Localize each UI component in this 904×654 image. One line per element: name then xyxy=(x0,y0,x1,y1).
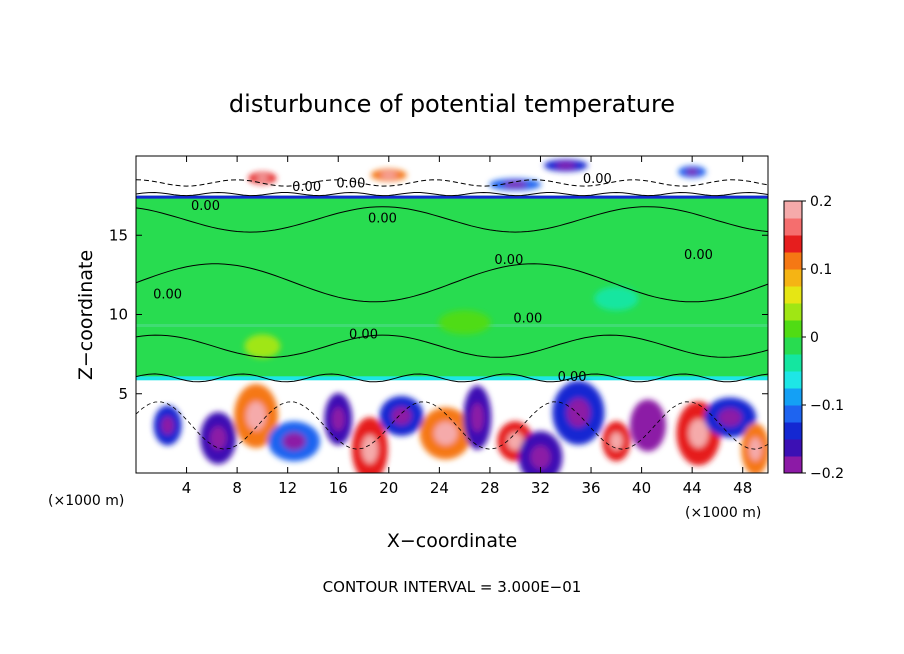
colorbar-swatch xyxy=(784,269,802,287)
disturbance-core xyxy=(161,416,174,435)
colorbar-tick-label: 0.1 xyxy=(810,262,832,278)
x-tick-label: 32 xyxy=(531,479,550,497)
colorbar-swatch xyxy=(784,286,802,304)
disturbance-core xyxy=(507,432,524,451)
colorbar-swatch xyxy=(784,422,802,440)
contour-label: 0.00 xyxy=(558,370,587,385)
x-tick-label: 44 xyxy=(683,479,702,497)
disturbance-core xyxy=(391,406,412,425)
lower-layer-edge xyxy=(136,376,768,381)
contour-lines xyxy=(136,179,768,450)
disturbance-core xyxy=(331,407,345,431)
colorbar xyxy=(783,200,803,474)
disturbance-core xyxy=(256,175,269,181)
disturbance-core xyxy=(555,162,576,169)
colorbar-swatch xyxy=(784,252,802,270)
upper-layer-base xyxy=(136,156,768,196)
x-tick-label: 8 xyxy=(232,479,242,497)
contour-label: 0.00 xyxy=(583,172,612,187)
y-tick-label: 10 xyxy=(109,306,128,324)
contour-line xyxy=(136,263,768,303)
contour-label: 0.00 xyxy=(368,212,397,227)
colorbar-swatch xyxy=(784,218,802,236)
contour-label: 0.00 xyxy=(513,311,542,326)
colorbar-swatch xyxy=(784,388,802,406)
colorbar-swatch xyxy=(784,405,802,423)
disturbance-core xyxy=(503,181,527,188)
chart-title: disturbunce of potential temperature xyxy=(229,90,675,118)
contour-line xyxy=(136,191,768,197)
disturbance-core xyxy=(749,437,762,461)
x-axis-ticks: 4 8 12 16 20 24 28 32 36 40 44 48 xyxy=(182,156,752,497)
disturbance-core xyxy=(610,432,623,451)
x-tick-label: 40 xyxy=(632,479,651,497)
disturbance-cell xyxy=(438,310,491,335)
x-tick-label: 36 xyxy=(581,479,600,497)
disturbance-core xyxy=(639,413,657,438)
contour-line xyxy=(136,334,768,358)
x-tick-label: 12 xyxy=(278,479,297,497)
y-axis-label: Z−coordinate xyxy=(75,250,97,380)
x-tick-label: 24 xyxy=(430,479,449,497)
contour-label: 0.00 xyxy=(292,180,321,195)
x-tick-label: 16 xyxy=(329,479,348,497)
y-tick-label: 5 xyxy=(118,385,128,403)
disturbance-core xyxy=(530,445,551,469)
y-tick-label: 15 xyxy=(109,226,128,244)
x-unit-right: (×1000 m) xyxy=(685,505,761,521)
colorbar-swatch xyxy=(784,456,802,474)
colorbar-tick-label: 0.2 xyxy=(810,194,832,210)
disturbance-cell xyxy=(594,286,639,311)
colorbar-tick-label: −0.1 xyxy=(810,398,844,414)
contour-label: 0.00 xyxy=(349,327,378,342)
contour-label: 0.00 xyxy=(191,199,220,214)
contour-interval-text: CONTOUR INTERVAL = 3.000E−01 xyxy=(323,578,582,596)
disturbance-core xyxy=(361,434,378,464)
contour-label: 0.00 xyxy=(153,288,182,303)
x-tick-label: 48 xyxy=(733,479,752,497)
contour-line xyxy=(136,373,768,383)
contour-line-negative xyxy=(136,401,768,450)
colorbar-swatch xyxy=(784,337,802,355)
colorbar-swatch xyxy=(784,235,802,253)
x-tick-label: 28 xyxy=(480,479,499,497)
colorbar-swatch xyxy=(784,201,802,219)
x-tick-label: 20 xyxy=(379,479,398,497)
plot-area xyxy=(136,156,768,473)
contour-label: 0.00 xyxy=(684,248,713,263)
contour-label: 0.00 xyxy=(494,253,523,268)
colorbar-swatch xyxy=(784,354,802,372)
colorbar-swatch xyxy=(784,320,802,338)
contour-labels-group: 0.00 0.00 0.00 0.00 0.00 0.00 0.00 0.00 0.00 0.00… xyxy=(153,172,713,385)
disturbance-core xyxy=(210,426,227,450)
disturbance-features xyxy=(153,159,768,473)
disturbance-core xyxy=(718,408,742,427)
colorbar-swatch xyxy=(784,439,802,457)
contour-line-negative xyxy=(136,179,768,187)
x-axis-label: X−coordinate xyxy=(387,530,517,552)
disturbance-core xyxy=(685,169,699,175)
contour-line xyxy=(136,206,768,233)
disturbance-core xyxy=(380,172,397,178)
disturbance-core xyxy=(433,421,458,446)
x-tick-label: 4 xyxy=(182,479,192,497)
colorbar-swatch xyxy=(784,371,802,389)
contour-label: 0.00 xyxy=(336,177,365,192)
colorbar-tick-label: −0.2 xyxy=(810,466,844,482)
colorbar-swatch xyxy=(784,303,802,321)
x-unit-left: (×1000 m) xyxy=(48,493,124,509)
disturbance-core xyxy=(688,418,709,448)
disturbance-core xyxy=(470,403,484,432)
y-axis-ticks: 5 10 15 xyxy=(109,226,768,403)
colorbar-tick-label: 0 xyxy=(810,330,819,346)
disturbance-core xyxy=(246,401,266,431)
upper-layer-edge xyxy=(136,195,768,199)
disturbance-core xyxy=(282,432,306,451)
disturbance-cell xyxy=(244,334,281,359)
colorbar-ticks: 0.2 0.1 0 −0.1 −0.2 xyxy=(802,194,844,482)
